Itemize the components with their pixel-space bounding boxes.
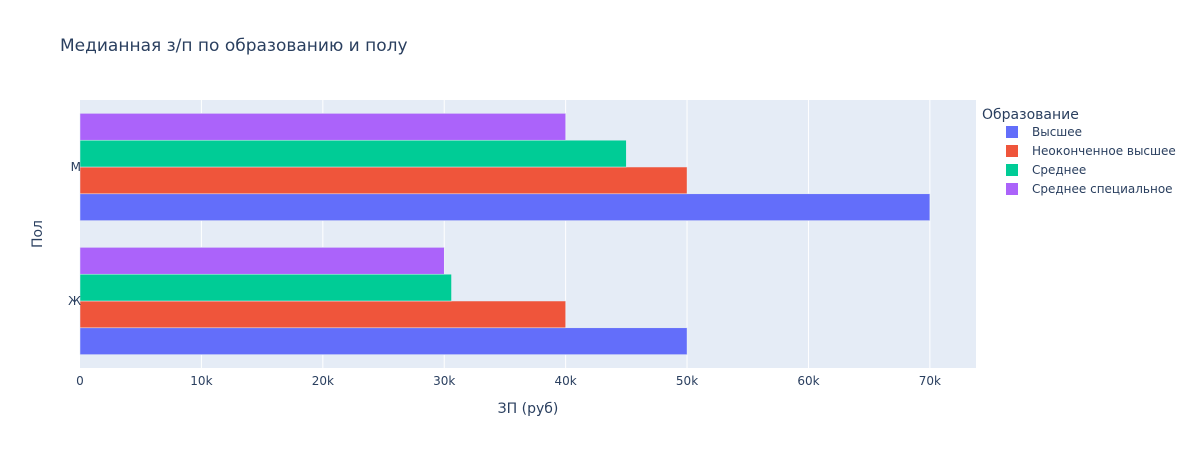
legend-item[interactable]: Среднее [1006, 163, 1086, 177]
y-axis-title: Пол [30, 220, 46, 248]
chart-title: Медианная з/п по образованию и полу [60, 36, 408, 56]
legend-swatch [1006, 126, 1018, 138]
legend-items[interactable]: Высшее Неоконченное высшее Среднее Среднее … [1006, 125, 1176, 196]
bar-1-3[interactable] [79, 139, 627, 168]
y-tick-label: М [71, 160, 81, 174]
x-tick-label: 20k [312, 374, 334, 388]
x-axis-title: ЗП (руб) [498, 401, 559, 417]
legend-swatch [1006, 145, 1018, 157]
bar-1-4[interactable] [79, 113, 566, 141]
y-tick-label: Ж [68, 294, 81, 308]
x-tick-label: 40k [555, 374, 577, 388]
legend-swatch [1006, 164, 1018, 176]
x-tick-label: 60k [797, 374, 819, 388]
bar-2-4[interactable] [79, 247, 445, 275]
legend-label: Неоконченное высшее [1032, 144, 1176, 158]
legend-swatch [1006, 183, 1018, 195]
bar-2-1[interactable] [79, 327, 688, 355]
legend-label: Среднее [1032, 163, 1086, 177]
bar-2-2[interactable] [79, 300, 566, 329]
y-tick-labels: МЖ [68, 160, 81, 308]
legend-item[interactable]: Неоконченное высшее [1006, 144, 1176, 158]
x-tick-label: 50k [676, 374, 698, 388]
legend-label: Среднее специальное [1032, 182, 1173, 196]
bar-1-1[interactable] [79, 193, 931, 221]
legend-label: Высшее [1032, 125, 1082, 139]
bar-1-2[interactable] [79, 166, 688, 195]
x-tick-label: 70k [919, 374, 941, 388]
legend[interactable]: Образование Высшее Неоконченное высшее Сре… [982, 107, 1176, 196]
x-tick-label: 30k [433, 374, 455, 388]
bars [79, 113, 931, 355]
legend-item[interactable]: Среднее специальное [1006, 182, 1173, 196]
x-tick-label: 0 [76, 374, 84, 388]
legend-title: Образование [982, 107, 1079, 123]
x-tick-labels: 0 10k 20k 30k 40k 50k 60k 70k [76, 374, 941, 388]
bar-2-3[interactable] [79, 273, 452, 302]
legend-item[interactable]: Высшее [1006, 125, 1082, 139]
x-tick-label: 10k [190, 374, 212, 388]
